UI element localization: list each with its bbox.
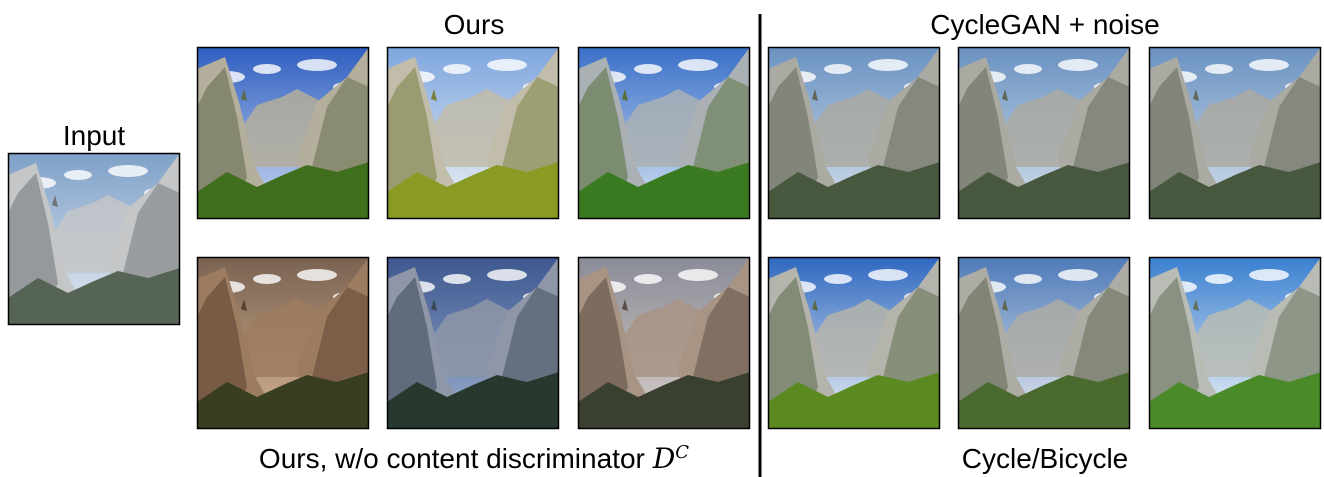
cloud	[1249, 59, 1289, 71]
image	[767, 46, 941, 220]
ablation-sup: C	[675, 442, 689, 463]
cloud	[824, 64, 852, 74]
frame	[386, 256, 560, 430]
cloud	[1205, 64, 1233, 74]
forest	[1149, 372, 1321, 429]
ablation-label: Ours, w/o content discriminator DC	[259, 442, 689, 475]
frame	[386, 46, 560, 220]
frame	[196, 46, 370, 220]
image	[1148, 46, 1322, 220]
cloud	[1249, 269, 1289, 281]
peak	[52, 195, 58, 207]
cloud	[1014, 274, 1042, 284]
ablation-text: Ours, w/o content discriminator	[259, 443, 645, 474]
cloud	[108, 165, 148, 177]
image	[386, 46, 560, 220]
cloud	[253, 274, 281, 284]
bicycle-label: Cycle/Bicycle	[962, 443, 1128, 474]
frame	[957, 46, 1131, 220]
image	[196, 46, 370, 220]
cloud	[634, 274, 662, 284]
image	[957, 46, 1131, 220]
cloud	[868, 59, 908, 71]
forest	[8, 268, 180, 325]
forest	[1149, 162, 1321, 219]
frame	[577, 46, 751, 220]
frame	[1148, 46, 1322, 220]
peak	[1193, 299, 1199, 311]
peak	[812, 89, 818, 101]
peak	[1002, 89, 1008, 101]
peak	[1002, 299, 1008, 311]
cloud	[487, 269, 527, 281]
frame	[767, 256, 941, 430]
cloud	[443, 64, 471, 74]
image	[577, 46, 751, 220]
image	[957, 256, 1131, 430]
image	[196, 256, 370, 430]
frame	[196, 256, 370, 430]
forest	[197, 162, 369, 219]
cloud	[678, 59, 718, 71]
cloud	[1014, 64, 1042, 74]
peak	[241, 89, 247, 101]
cloud	[678, 269, 718, 281]
cloud	[1205, 274, 1233, 284]
input-label: Input	[63, 120, 125, 151]
cloud	[868, 269, 908, 281]
peak	[812, 299, 818, 311]
forest	[387, 162, 559, 219]
cloud	[64, 170, 92, 180]
image	[577, 256, 751, 430]
peak	[431, 89, 437, 101]
cloud	[1058, 269, 1098, 281]
forest	[768, 162, 940, 219]
forest	[578, 372, 750, 429]
cloud	[824, 274, 852, 284]
cloud	[1058, 59, 1098, 71]
peak	[622, 299, 628, 311]
image	[1148, 256, 1322, 430]
ours-label: Ours	[444, 9, 505, 40]
image	[7, 152, 181, 326]
ablation-math: D	[652, 442, 675, 475]
forest	[578, 162, 750, 219]
frame	[767, 46, 941, 220]
peak	[431, 299, 437, 311]
frame	[577, 256, 751, 430]
cloud	[297, 269, 337, 281]
forest	[958, 372, 1130, 429]
peak	[622, 89, 628, 101]
forest	[197, 372, 369, 429]
cyclegan-label: CycleGAN + noise	[930, 9, 1160, 40]
image	[386, 256, 560, 430]
cloud	[634, 64, 662, 74]
peak	[1193, 89, 1199, 101]
frame	[7, 152, 181, 326]
forest	[387, 372, 559, 429]
frame	[1148, 256, 1322, 430]
forest	[958, 162, 1130, 219]
cloud	[253, 64, 281, 74]
forest	[768, 372, 940, 429]
cloud	[487, 59, 527, 71]
peak	[241, 299, 247, 311]
cloud	[443, 274, 471, 284]
image	[767, 256, 941, 430]
cloud	[297, 59, 337, 71]
frame	[957, 256, 1131, 430]
